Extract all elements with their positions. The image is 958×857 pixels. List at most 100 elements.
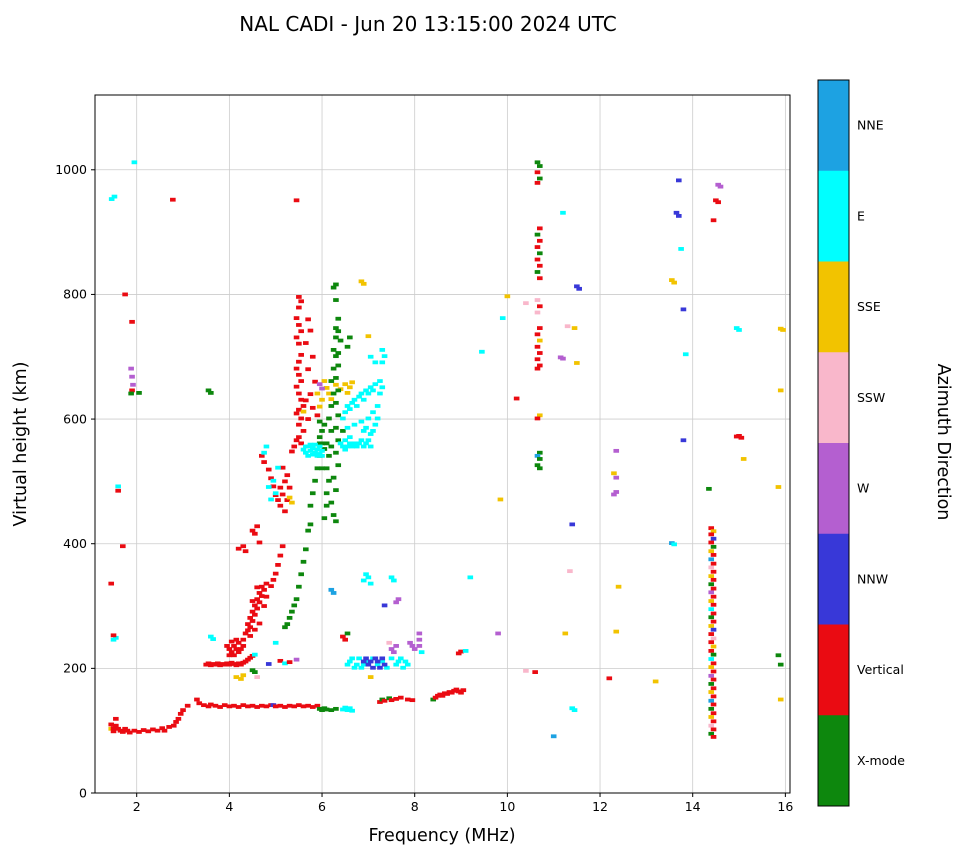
scatter-point bbox=[272, 491, 279, 496]
scatter-point bbox=[335, 413, 342, 418]
scatter-point bbox=[226, 647, 233, 651]
scatter-point bbox=[349, 708, 355, 713]
scatter-point bbox=[379, 656, 386, 661]
scatter-point bbox=[534, 344, 541, 349]
scatter-point bbox=[240, 703, 247, 708]
scatter-point bbox=[344, 425, 351, 430]
scatter-point bbox=[537, 326, 543, 330]
scatter-point bbox=[372, 360, 379, 365]
scatter-point bbox=[708, 715, 715, 719]
scatter-point bbox=[194, 697, 200, 702]
scatter-point bbox=[504, 294, 511, 299]
scatter-point bbox=[326, 416, 332, 421]
scatter-point bbox=[404, 697, 411, 702]
scatter-point bbox=[347, 441, 353, 446]
scatter-point bbox=[170, 197, 176, 202]
scatter-point bbox=[170, 723, 177, 728]
colorbar-segment-x-mode bbox=[818, 715, 849, 806]
scatter-point bbox=[377, 379, 383, 383]
scatter-point bbox=[775, 485, 782, 489]
scatter-point bbox=[298, 299, 304, 304]
scatter-point bbox=[333, 282, 339, 287]
scatter-point bbox=[235, 640, 242, 645]
scatter-point bbox=[328, 587, 335, 592]
scatter-point bbox=[330, 513, 337, 517]
scatter-point bbox=[523, 301, 529, 306]
scatter-point bbox=[708, 526, 715, 531]
scatter-point bbox=[537, 176, 543, 181]
scatter-point bbox=[316, 419, 323, 424]
scatter-point bbox=[537, 450, 543, 455]
scatter-point bbox=[307, 503, 314, 508]
scatter-point bbox=[717, 184, 724, 189]
scatter-point bbox=[208, 634, 214, 639]
scatter-point bbox=[263, 444, 270, 449]
scatter-point bbox=[340, 444, 346, 449]
scatter-point bbox=[349, 656, 355, 661]
scatter-point bbox=[416, 631, 423, 636]
scatter-point bbox=[710, 627, 717, 632]
scatter-point bbox=[245, 628, 251, 633]
scatter-point bbox=[513, 396, 520, 401]
scatter-point bbox=[537, 304, 543, 309]
scatter-point bbox=[312, 379, 318, 384]
scatter-point bbox=[312, 478, 318, 483]
scatter-point bbox=[458, 690, 464, 695]
scatter-point bbox=[499, 316, 506, 321]
scatter-point bbox=[259, 594, 265, 598]
scatter-point bbox=[217, 705, 223, 709]
scatter-point bbox=[129, 388, 135, 393]
scatter-point bbox=[333, 450, 339, 455]
scatter-point bbox=[534, 366, 541, 371]
scatter-point bbox=[323, 503, 330, 508]
scatter-point bbox=[363, 572, 369, 577]
scatter-point bbox=[235, 705, 242, 709]
scatter-point bbox=[537, 466, 543, 471]
scatter-point bbox=[166, 725, 172, 729]
scatter-point bbox=[393, 644, 399, 648]
scatter-point bbox=[708, 682, 715, 686]
scatter-point bbox=[411, 647, 418, 651]
scatter-point bbox=[358, 665, 365, 670]
scatter-point bbox=[344, 390, 351, 395]
colorbar-label-ssw: SSW bbox=[857, 390, 885, 405]
x-tick-label: 4 bbox=[225, 799, 233, 814]
scatter-point bbox=[254, 606, 260, 611]
scatter-point bbox=[319, 397, 325, 402]
scatter-point bbox=[279, 465, 286, 470]
scatter-point bbox=[249, 599, 256, 603]
x-tick-label: 8 bbox=[411, 799, 419, 814]
scatter-point bbox=[678, 247, 684, 251]
scatter-point bbox=[777, 662, 784, 667]
scatter-point bbox=[404, 662, 411, 667]
scatter-point bbox=[347, 706, 353, 711]
scatter-point bbox=[611, 492, 617, 497]
scatter-point bbox=[130, 382, 136, 387]
scatter-point bbox=[342, 410, 348, 415]
scatter-point bbox=[254, 675, 260, 679]
scatter-point bbox=[309, 452, 316, 457]
scatter-point bbox=[377, 700, 383, 704]
scatter-point bbox=[537, 251, 543, 256]
scatter-point bbox=[367, 675, 374, 679]
scatter-point bbox=[268, 497, 274, 502]
scatter-point bbox=[259, 584, 265, 589]
scatter-point bbox=[245, 622, 251, 627]
scatter-point bbox=[286, 703, 293, 708]
scatter-point bbox=[261, 460, 267, 464]
scatter-point bbox=[347, 335, 353, 340]
y-tick-label: 600 bbox=[63, 411, 87, 426]
scatter-point bbox=[676, 214, 682, 218]
scatter-point bbox=[249, 609, 256, 614]
scatter-point bbox=[347, 385, 353, 390]
colorbar-border bbox=[817, 79, 850, 807]
scatter-point bbox=[319, 441, 325, 446]
grid bbox=[95, 95, 790, 794]
scatter-point bbox=[272, 704, 279, 709]
axes: 2 4 6 8 10 12 14 16 0 200 400 600 800 1000 bbox=[55, 94, 793, 814]
scatter-point bbox=[356, 656, 362, 661]
scatter-point bbox=[402, 659, 409, 664]
scatter-point bbox=[335, 316, 342, 321]
scatter-point bbox=[372, 382, 379, 387]
scatter-point bbox=[393, 696, 399, 701]
